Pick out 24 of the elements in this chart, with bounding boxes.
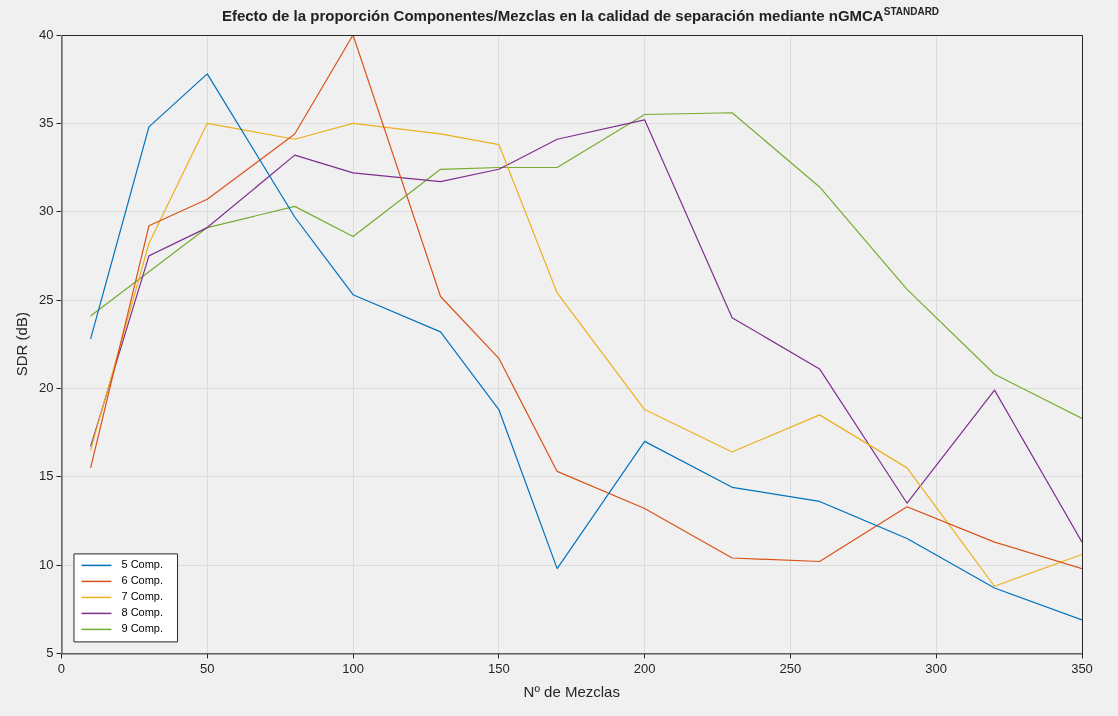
legend-label: 5 Comp. — [121, 558, 164, 571]
y-axis-title: SDR (dB) — [13, 312, 31, 377]
x-tick-label: 50 — [200, 660, 215, 676]
x-tick-label: 350 — [1071, 660, 1093, 676]
x-tick-label: 250 — [779, 660, 802, 676]
y-tick-label: 15 — [38, 468, 54, 484]
x-axis-title: Nº de Mezclas — [523, 683, 620, 701]
y-tick-label: 35 — [38, 114, 54, 130]
legend-label: 6 Comp. — [121, 574, 164, 587]
y-tick-label: 5 — [46, 644, 54, 660]
x-tick-label: 100 — [342, 660, 364, 676]
x-tick-label: 150 — [487, 660, 510, 676]
x-tick-label: 0 — [57, 660, 66, 676]
y-tick-label: 25 — [38, 291, 54, 307]
y-tick-label: 30 — [38, 203, 54, 219]
legend-label: 9 Comp. — [121, 622, 164, 635]
y-tick-label: 10 — [38, 556, 54, 572]
legend-label: 8 Comp. — [121, 606, 164, 619]
x-tick-label: 300 — [925, 660, 948, 676]
y-tick-label: 40 — [38, 26, 54, 42]
chart-title: Efecto de la proporción Componentes/Mezclas en la calidad de separación mediante nGMCA$^{STANDARD}$ — [220, 6, 941, 24]
x-tick-label: 200 — [633, 660, 656, 676]
y-tick-label: 20 — [38, 379, 54, 395]
legend-label: 7 Comp. — [121, 590, 164, 603]
